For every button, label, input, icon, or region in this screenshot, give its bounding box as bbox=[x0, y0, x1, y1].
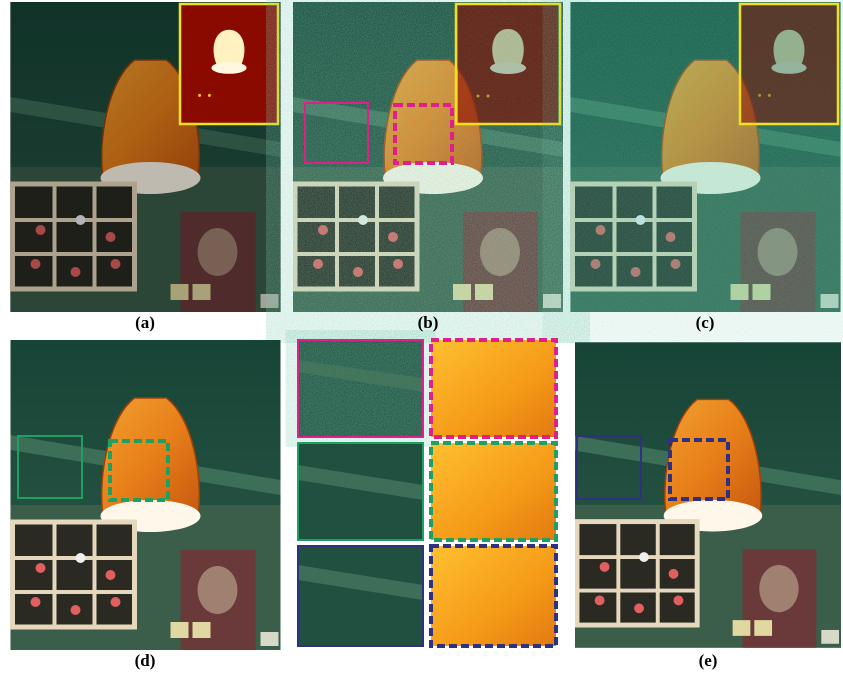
panel-label: (c) bbox=[696, 313, 715, 332]
panel-b bbox=[293, 2, 563, 312]
panel-a bbox=[10, 2, 281, 312]
figure: (a) (b) (c) (d) (e) bbox=[0, 0, 843, 677]
panel-d bbox=[11, 340, 281, 650]
panel-label: (d) bbox=[135, 651, 156, 670]
panel-e bbox=[575, 342, 841, 647]
panel-label: (e) bbox=[699, 651, 718, 670]
crops bbox=[298, 340, 556, 646]
panel-label: (a) bbox=[135, 313, 155, 332]
panel-label: (b) bbox=[418, 313, 439, 332]
panel-c bbox=[570, 2, 841, 312]
